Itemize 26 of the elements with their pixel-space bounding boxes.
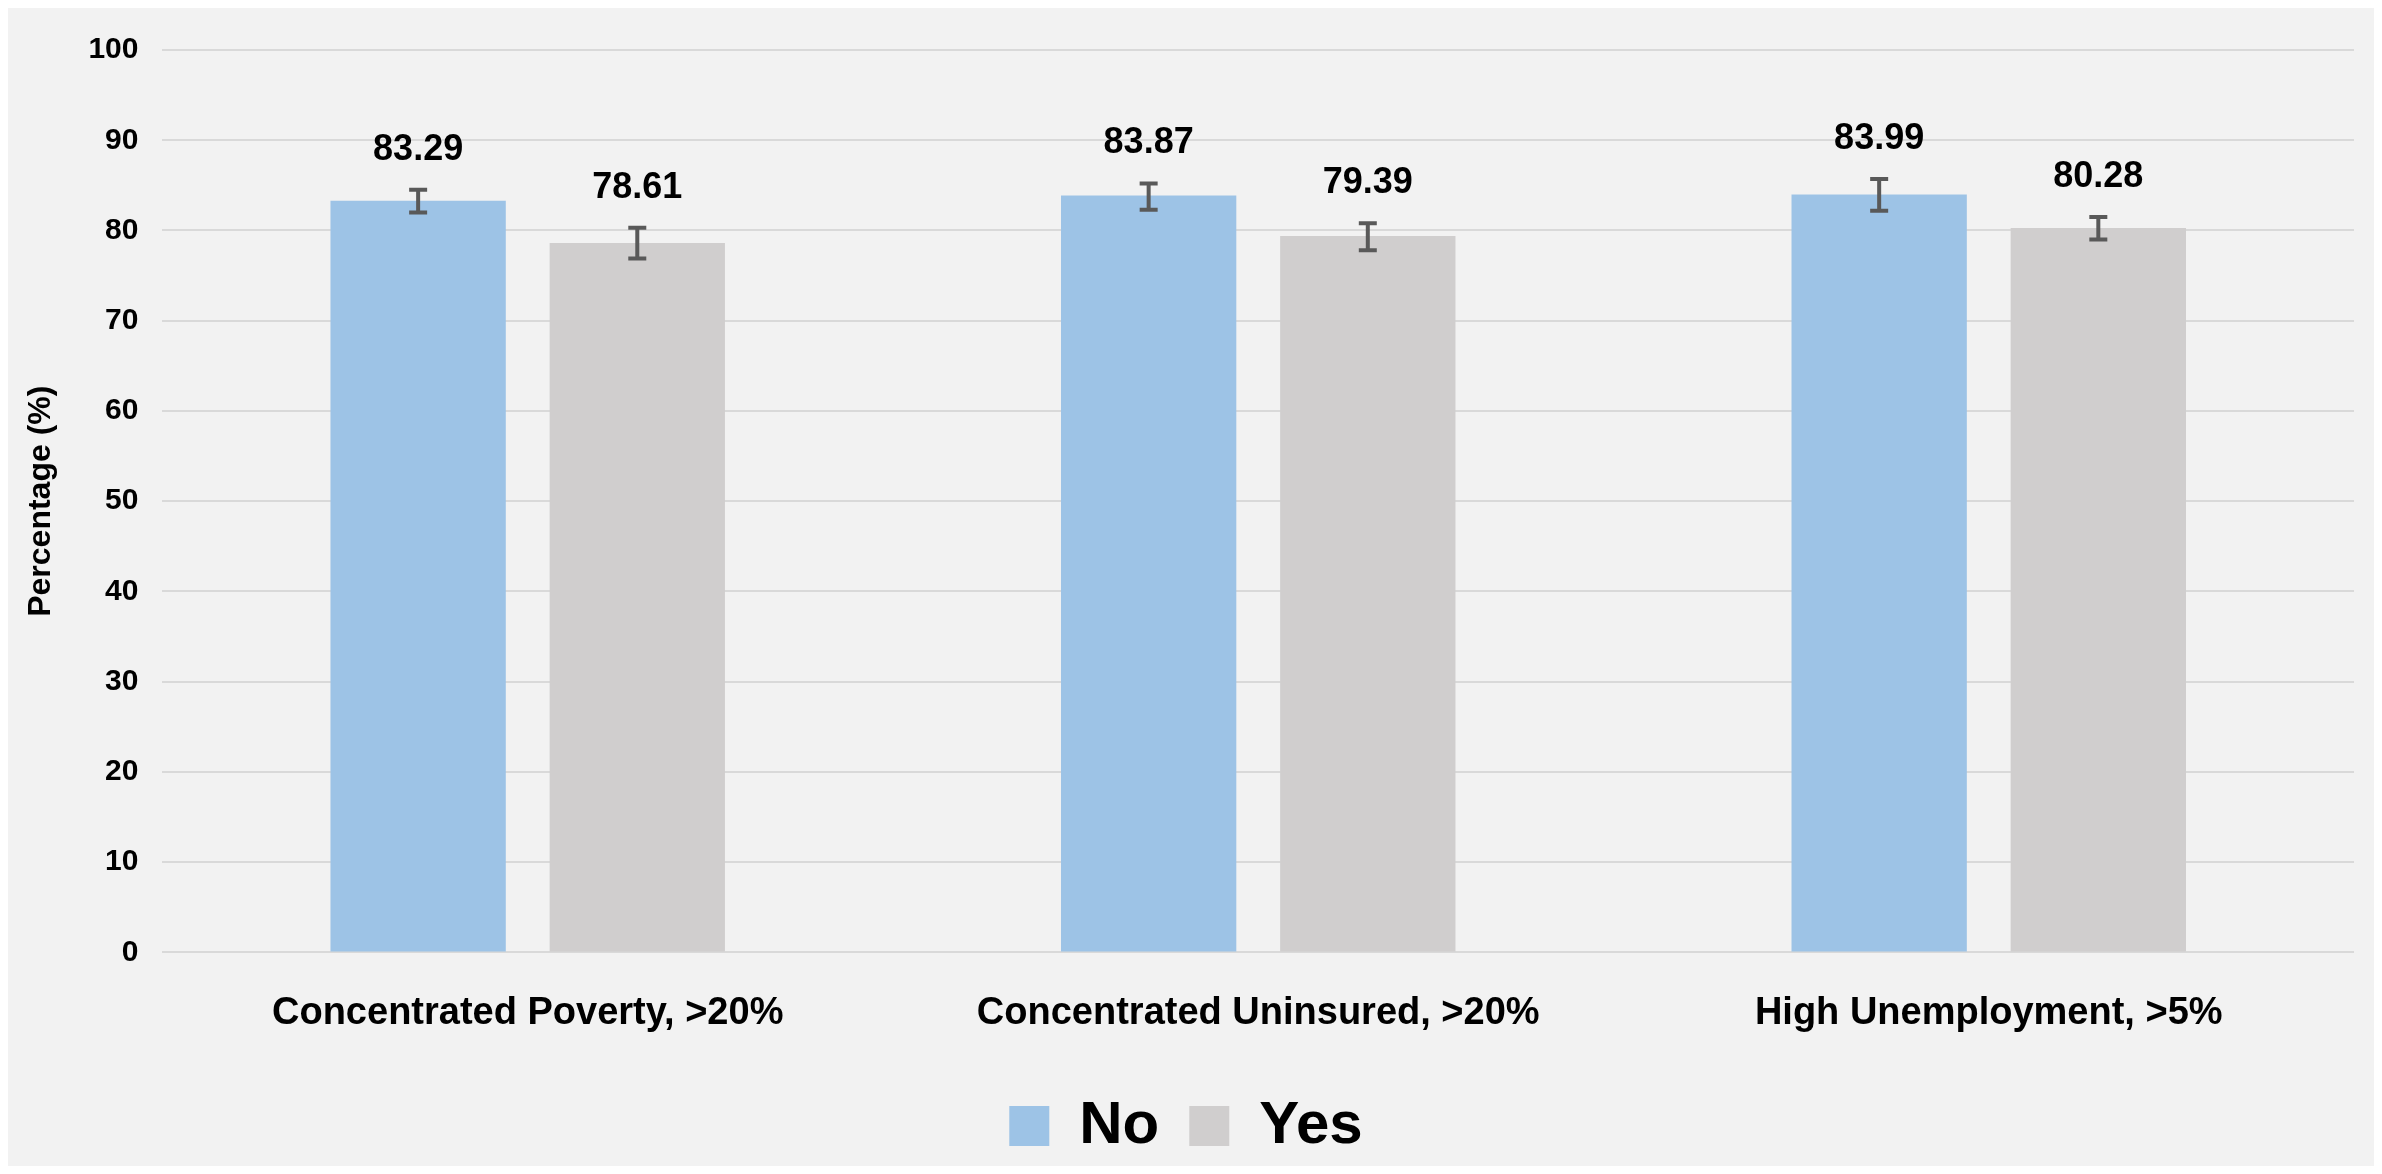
legend-label: No xyxy=(1079,1088,1160,1156)
y-tick-label: 100 xyxy=(88,31,139,65)
y-tick-label: 90 xyxy=(105,121,139,155)
y-tick-label: 30 xyxy=(105,662,139,696)
data-label: 79.39 xyxy=(1322,160,1413,202)
data-label: 83.29 xyxy=(373,126,464,168)
bar xyxy=(330,200,506,952)
data-label: 80.28 xyxy=(2053,153,2144,195)
legend-label: Yes xyxy=(1259,1088,1363,1156)
y-axis-title: Percentage (%) xyxy=(21,385,58,617)
y-tick-label: 50 xyxy=(105,482,139,516)
y-tick-label: 70 xyxy=(105,301,139,335)
y-tick-label: 40 xyxy=(105,572,139,606)
x-tick-label: Concentrated Uninsured, >20% xyxy=(976,989,1540,1032)
y-tick-label: 80 xyxy=(105,211,139,245)
x-tick-label: High Unemployment, >5% xyxy=(1754,989,2223,1032)
x-tick-label: Concentrated Poverty, >20% xyxy=(271,989,784,1032)
data-label: 83.99 xyxy=(1834,115,1925,157)
y-tick-label: 0 xyxy=(121,933,139,967)
bar xyxy=(1060,195,1237,952)
data-label: 83.87 xyxy=(1103,120,1194,162)
y-tick-label: 20 xyxy=(105,753,139,787)
y-tick-label: 10 xyxy=(105,843,139,877)
bar xyxy=(1791,194,1967,952)
data-label: 78.61 xyxy=(592,164,683,206)
y-tick-label: 60 xyxy=(105,392,139,426)
